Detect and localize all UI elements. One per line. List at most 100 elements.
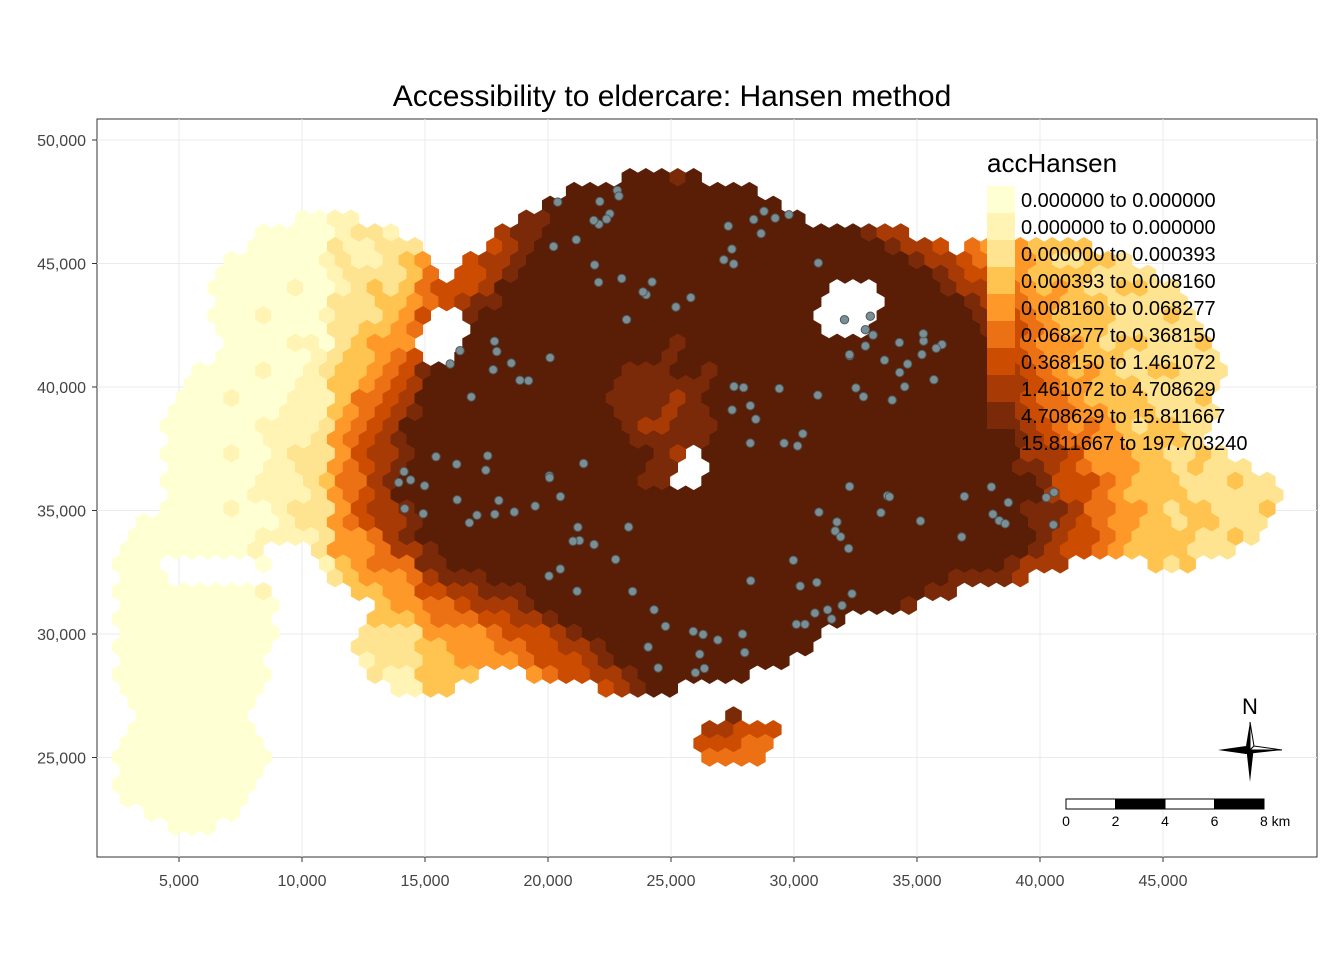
legend-label: 0.000000 to 0.000000 (1021, 217, 1216, 239)
y-tick-label: 35,000 (37, 504, 86, 521)
scale-segment (1065, 798, 1116, 810)
facility-point (573, 522, 583, 532)
facility-point (847, 589, 857, 599)
facility-point (745, 438, 755, 448)
x-tick-label: 45,000 (1139, 873, 1188, 890)
scale-label: 0 (1062, 813, 1070, 829)
facility-point (555, 564, 565, 574)
facility-point (614, 191, 624, 201)
facility-point (544, 571, 554, 581)
facility-point (1041, 492, 1052, 503)
scale-segment (1164, 798, 1215, 810)
legend-swatch (987, 321, 1015, 348)
facility-point (719, 255, 729, 265)
facility-point (572, 586, 582, 596)
facility-point (488, 365, 498, 375)
facility-point (844, 481, 855, 492)
plot-panel (96, 118, 1318, 858)
facility-point (690, 668, 701, 678)
facility-point (466, 392, 476, 402)
facility-point (483, 451, 493, 461)
facility-point (695, 649, 705, 659)
legend-swatch (987, 294, 1015, 321)
facility-point (727, 244, 737, 254)
facility-point (876, 508, 886, 518)
facility-point (1003, 497, 1013, 508)
facility-point (931, 343, 941, 353)
facility-point (464, 518, 475, 528)
facility-point (553, 197, 563, 207)
facility-point (405, 475, 416, 485)
legend-label: 1.461072 to 4.708629 (1021, 379, 1216, 401)
legend-swatch (987, 429, 1015, 456)
facility-point (688, 626, 698, 637)
facility-point (660, 621, 671, 631)
facility-point (545, 353, 555, 363)
facility-point (740, 647, 750, 658)
facility-point (792, 441, 803, 451)
hex-cell (749, 747, 766, 767)
facility-point (810, 608, 820, 618)
y-tick-label: 30,000 (37, 627, 86, 644)
facility-point (593, 277, 604, 287)
facility-point (578, 458, 589, 469)
legend-swatch (987, 267, 1015, 294)
hex-cell (438, 678, 455, 698)
facility-point (523, 376, 534, 386)
facility-point (770, 213, 780, 223)
facility-point (621, 314, 632, 325)
facility-point (589, 539, 599, 550)
hex-cell (733, 664, 750, 684)
facility-point (837, 600, 847, 611)
map-title: Accessibility to eldercare: Hansen metho… (393, 80, 952, 113)
facility-point (490, 509, 500, 519)
facility-point (774, 383, 784, 394)
scale-label: 6 (1211, 813, 1219, 829)
facility-point (671, 302, 681, 312)
legend-label: 0.068277 to 0.368150 (1021, 325, 1216, 347)
facility-point (917, 349, 927, 360)
facility-point (452, 459, 462, 469)
facility-point (649, 605, 659, 615)
hexagon-layer (111, 168, 1284, 836)
facility-point (843, 543, 854, 554)
facility-point (756, 228, 766, 239)
hex-cell (1012, 568, 1029, 588)
facility-point (394, 477, 404, 488)
facility-point (699, 663, 710, 674)
facility-point (509, 507, 519, 517)
hex-cell (772, 651, 790, 671)
legend: accHansen 0.000000 to 0.000000 0.000000 t… (987, 148, 1248, 456)
facility-point (418, 509, 428, 519)
hex-cell (1051, 554, 1069, 574)
x-tick-label: 10,000 (278, 873, 327, 890)
facility-point (455, 346, 465, 356)
legend-label: 15.811667 to 197.703240 (1021, 433, 1248, 455)
scale-segment (1214, 798, 1265, 810)
facility-point (860, 341, 871, 351)
facility-point (698, 629, 708, 640)
facility-point (530, 501, 540, 511)
facility-point (555, 491, 566, 502)
facility-point (813, 390, 823, 400)
facility-point (902, 359, 913, 369)
x-tick-label: 15,000 (401, 873, 450, 890)
facility-point (915, 516, 926, 526)
facility-point (589, 215, 599, 226)
scale-segment (1115, 798, 1166, 810)
facility-point (723, 221, 733, 231)
legend-label: 4.708629 to 15.811667 (1021, 406, 1225, 428)
hex-cell (223, 802, 240, 822)
facility-point (653, 663, 663, 673)
legend-label: 0.000393 to 0.008160 (1021, 271, 1216, 293)
facility-point (1000, 519, 1010, 529)
hex-cell (199, 816, 216, 836)
facility-point (686, 292, 696, 303)
facility-point (918, 329, 928, 339)
facility-point (791, 619, 802, 629)
facility-point (729, 381, 739, 392)
x-axis: 5,000 10,000 15,000 20,000 25,000 30,000 35,00… (159, 857, 1188, 890)
y-axis: 50,000 45,000 40,000 35,000 30,000 25,000 (37, 133, 97, 768)
north-arrow: N (1218, 694, 1283, 782)
facility-point (839, 315, 850, 325)
